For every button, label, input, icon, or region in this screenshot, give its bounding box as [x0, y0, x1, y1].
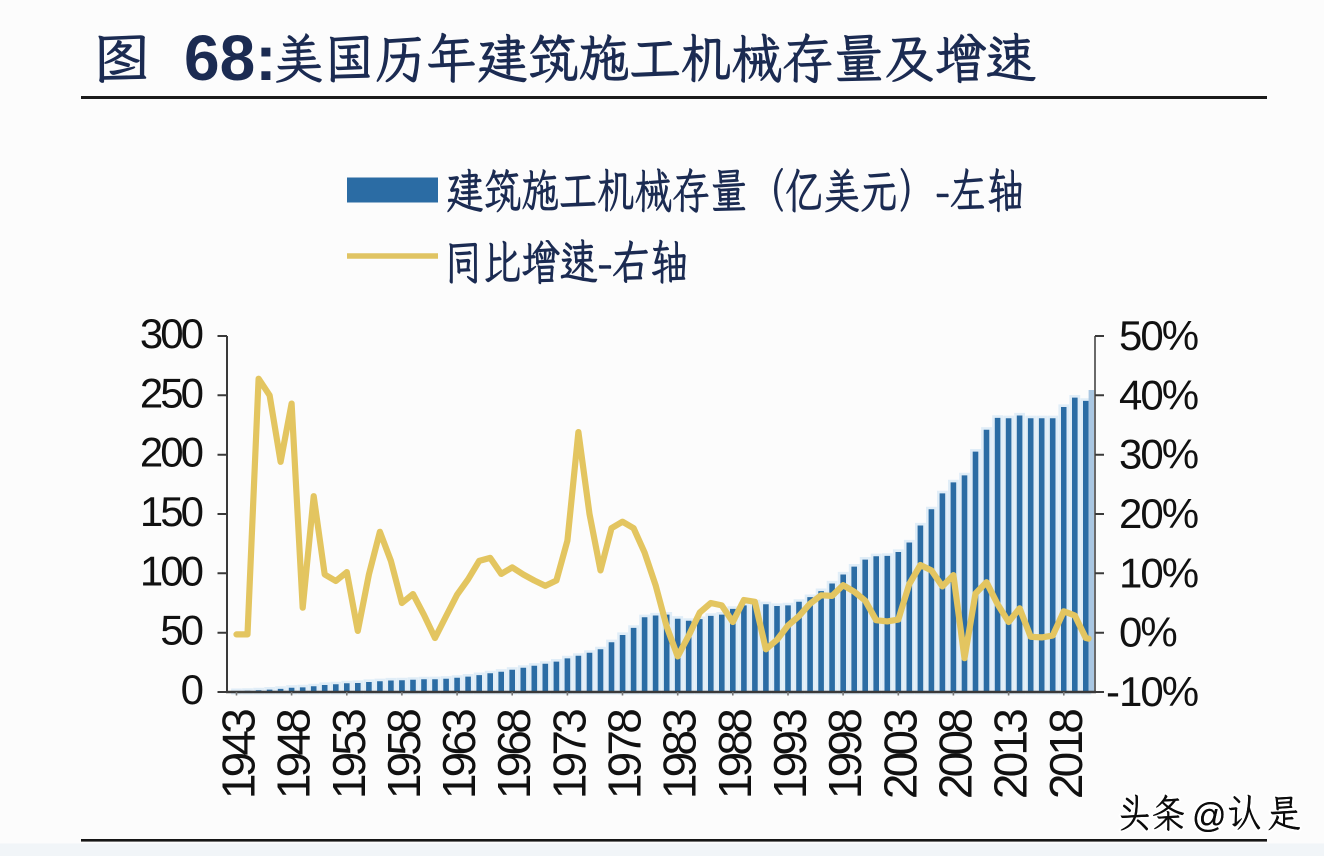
svg-text:1963: 1963 [433, 710, 485, 799]
svg-text:@: @ [1192, 797, 1227, 835]
svg-text:1973: 1973 [543, 710, 595, 799]
svg-text:1983: 1983 [654, 710, 706, 799]
svg-text:30%: 30% [1119, 431, 1198, 478]
svg-text:1993: 1993 [764, 710, 816, 799]
svg-text:1988: 1988 [709, 710, 761, 799]
svg-text:10%: 10% [1119, 549, 1198, 596]
svg-text:@: @ [1192, 797, 1227, 835]
svg-text:-: - [1106, 668, 1120, 715]
svg-text:20%: 20% [1119, 490, 1198, 537]
svg-text:250: 250 [140, 369, 203, 416]
svg-text:50: 50 [160, 607, 202, 654]
svg-text:40%: 40% [1119, 371, 1198, 418]
svg-text:300: 300 [140, 310, 203, 357]
svg-text:1998: 1998 [819, 710, 871, 799]
svg-text:0: 0 [181, 666, 203, 713]
svg-text:68:: 68: [184, 22, 277, 94]
svg-text:1943: 1943 [213, 710, 265, 799]
svg-text:1953: 1953 [323, 710, 375, 799]
svg-text:1978: 1978 [599, 710, 651, 799]
svg-text:2003: 2003 [874, 710, 926, 799]
svg-text:200: 200 [140, 429, 203, 476]
svg-text:100: 100 [140, 547, 203, 594]
svg-text:150: 150 [140, 488, 203, 535]
svg-text:50%: 50% [1119, 312, 1198, 359]
svg-text:1948: 1948 [268, 710, 320, 799]
svg-text:2013: 2013 [985, 710, 1037, 799]
svg-text:2018: 2018 [1040, 710, 1092, 799]
svg-text:10%: 10% [1119, 668, 1198, 715]
svg-text:1958: 1958 [378, 710, 430, 799]
svg-text:1968: 1968 [488, 710, 540, 799]
svg-text:2008: 2008 [929, 710, 981, 799]
svg-text:0%: 0% [1119, 609, 1176, 656]
